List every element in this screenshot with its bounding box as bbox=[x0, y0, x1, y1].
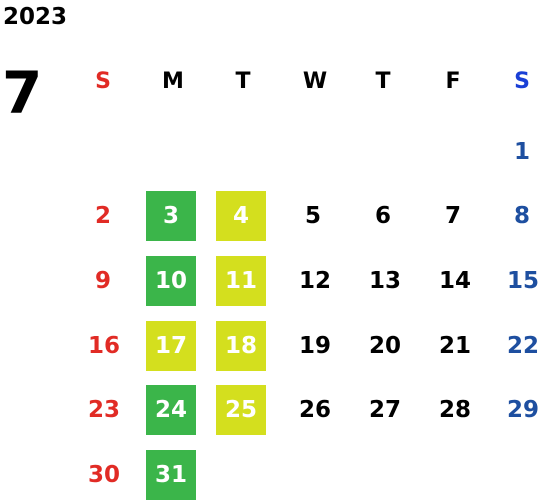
weekday-thursday: T bbox=[375, 68, 391, 94]
day-cell-highlighted: 3 bbox=[146, 191, 196, 241]
day-cell: 13 bbox=[368, 268, 401, 294]
day-cell: 26 bbox=[298, 397, 331, 423]
day-cell: 21 bbox=[438, 333, 471, 359]
day-cell-highlighted: 25 bbox=[216, 385, 266, 435]
weekday-wednesday: W bbox=[302, 68, 328, 94]
day-cell: 1 bbox=[513, 139, 530, 165]
day-cell: 29 bbox=[506, 397, 539, 423]
year-label: 2023 bbox=[3, 4, 68, 30]
day-cell-highlighted: 17 bbox=[146, 321, 196, 371]
day-cell: 5 bbox=[304, 203, 321, 229]
day-cell-highlighted: 4 bbox=[216, 191, 266, 241]
day-cell: 28 bbox=[438, 397, 471, 423]
day-cell-highlighted: 18 bbox=[216, 321, 266, 371]
day-cell-highlighted: 10 bbox=[146, 256, 196, 306]
day-cell: 19 bbox=[298, 333, 331, 359]
day-cell-highlighted: 31 bbox=[146, 450, 196, 500]
day-cell: 7 bbox=[444, 203, 461, 229]
month-number: 7 bbox=[2, 59, 43, 127]
day-cell: 6 bbox=[374, 203, 391, 229]
weekday-saturday: S bbox=[514, 68, 530, 94]
weekday-sunday: S bbox=[95, 68, 111, 94]
day-cell: 22 bbox=[506, 333, 539, 359]
day-cell: 8 bbox=[513, 203, 530, 229]
day-cell: 9 bbox=[94, 268, 111, 294]
day-cell: 20 bbox=[368, 333, 401, 359]
weekday-tuesday: T bbox=[235, 68, 251, 94]
day-cell: 23 bbox=[87, 397, 120, 423]
day-cell: 30 bbox=[87, 462, 120, 488]
day-cell-highlighted: 11 bbox=[216, 256, 266, 306]
day-cell: 15 bbox=[506, 268, 539, 294]
day-cell-highlighted: 24 bbox=[146, 385, 196, 435]
day-cell: 16 bbox=[87, 333, 120, 359]
day-cell: 12 bbox=[298, 268, 331, 294]
day-cell: 2 bbox=[94, 203, 111, 229]
weekday-monday: M bbox=[162, 68, 184, 94]
day-cell: 14 bbox=[438, 268, 471, 294]
day-cell: 27 bbox=[368, 397, 401, 423]
weekday-friday: F bbox=[445, 68, 461, 94]
